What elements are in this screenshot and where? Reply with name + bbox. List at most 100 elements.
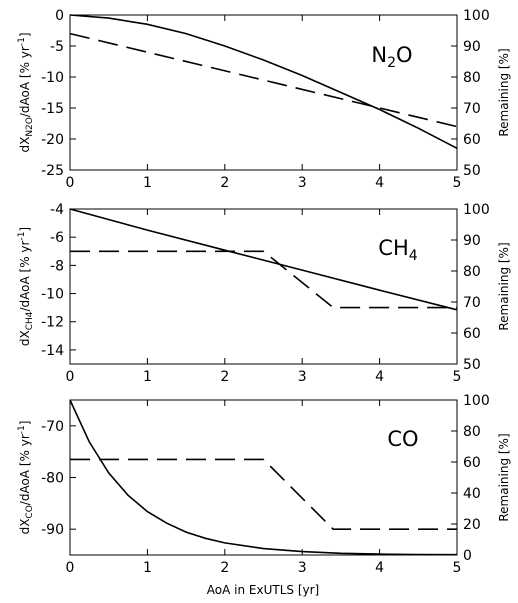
- species-main: CH: [378, 236, 408, 260]
- ylabel-end: ]: [18, 32, 32, 37]
- y-ticks-left: -4 -6 -8 -10 -12 -14: [41, 202, 76, 359]
- species-sub: 2: [387, 55, 396, 71]
- y-ticks-right: 100 90 80 70 60 50: [451, 8, 490, 179]
- ylabel-sub: CO: [25, 505, 35, 518]
- y-axis-label-right: Remaining [%]: [497, 242, 511, 330]
- species-label: CH4: [378, 236, 417, 264]
- y-axis-label-left: dXCO/dAoA [% yr-1]: [17, 421, 35, 535]
- y-tick-label-right: 20: [463, 517, 481, 533]
- ylabel-pre: dX: [18, 519, 32, 535]
- y-tick-label-left: -80: [41, 471, 64, 487]
- species-main: CO: [387, 427, 418, 451]
- series-line-dashed: [69, 32, 458, 128]
- plot-frame: [69, 399, 458, 556]
- y-tick-label-right: 100: [463, 393, 490, 409]
- x-tick-label: 4: [375, 175, 384, 191]
- ylabel-sub: CH4: [25, 311, 35, 330]
- y-tick-label-left: -4: [50, 202, 64, 218]
- x-tick-label: 3: [298, 369, 307, 385]
- y-tick-label-right: 60: [463, 455, 481, 471]
- x-tick-label: 4: [375, 369, 384, 385]
- x-ticks: 0 1 2 3 4 5: [66, 209, 462, 385]
- plot-frame: [69, 208, 458, 365]
- y-tick-label-right: 70: [463, 295, 481, 311]
- ylabel-sup: -1: [17, 232, 27, 241]
- y-tick-label-right: 100: [463, 8, 490, 24]
- y-tick-label-left: -10: [41, 70, 64, 86]
- y-tick-label-left: -25: [41, 163, 64, 179]
- ylabel-end: ]: [18, 421, 32, 426]
- species-label: N2O: [371, 43, 412, 71]
- y-tick-label-left: 0: [55, 8, 64, 24]
- y-axis-label-right: Remaining [%]: [497, 433, 511, 521]
- y-tick-label-right: 90: [463, 233, 481, 249]
- x-tick-label: 5: [453, 369, 462, 385]
- series-line-solid: [69, 208, 458, 311]
- ylabel-post: /dAoA [% yr: [18, 434, 32, 505]
- y-ticks-right: 100 80 60 40 20 0: [451, 393, 490, 564]
- y-tick-label-left: -10: [41, 287, 64, 303]
- ylabel-pre: dX: [18, 330, 32, 346]
- x-ticks: 0 1 2 3 4 5: [66, 400, 462, 576]
- ylabel-post: /dAoA [% yr: [18, 46, 32, 117]
- x-tick-label: 0: [66, 369, 75, 385]
- y-tick-label-left: -6: [50, 230, 64, 246]
- x-axis-label: AoA in ExUTLS [yr]: [207, 583, 319, 597]
- series-line-dashed: [70, 250, 457, 309]
- y-tick-label-right: 80: [463, 424, 481, 440]
- y-tick-label-right: 60: [463, 326, 481, 342]
- series-line-solid: [69, 14, 458, 150]
- x-tick-label: 2: [220, 369, 229, 385]
- species-sub: 4: [409, 248, 418, 264]
- y-axis-label-left: dXCH4/dAoA [% yr-1]: [17, 227, 35, 346]
- y-tick-label-left: -14: [41, 343, 64, 359]
- species-label: CO: [387, 427, 418, 451]
- y-tick-label-left: -5: [50, 39, 64, 55]
- y-tick-label-right: 50: [463, 357, 481, 373]
- x-tick-label: 0: [66, 560, 75, 576]
- ylabel-post: /dAoA [% yr: [18, 240, 32, 311]
- species-main: N: [371, 43, 387, 67]
- y-tick-label-left: -20: [41, 132, 64, 148]
- x-tick-label: 1: [143, 560, 152, 576]
- x-tick-label: 5: [453, 560, 462, 576]
- x-tick-label: 4: [375, 560, 384, 576]
- y-ticks-left: -70 -80 -90: [41, 419, 76, 538]
- plot-frame: [69, 14, 458, 171]
- ylabel-end: ]: [18, 227, 32, 232]
- y-axis-label-right: Remaining [%]: [497, 48, 511, 136]
- y-tick-label-right: 80: [463, 264, 481, 280]
- y-tick-label-left: -8: [50, 258, 64, 274]
- series: [69, 14, 458, 150]
- y-tick-label-left: -12: [41, 315, 64, 331]
- series-line-dashed: [70, 458, 457, 531]
- y-tick-label-left: -70: [41, 419, 64, 435]
- x-tick-label: 5: [453, 175, 462, 191]
- series: [69, 399, 458, 556]
- x-ticks: 0 1 2 3 4 5: [66, 15, 462, 191]
- x-tick-label: 0: [66, 175, 75, 191]
- ylabel-sub: N2O: [25, 117, 35, 137]
- species-rest: O: [396, 43, 413, 67]
- ylabel-sup: -1: [17, 37, 27, 46]
- y-tick-label-right: 80: [463, 70, 481, 86]
- series: [69, 208, 458, 311]
- y-tick-label-right: 50: [463, 163, 481, 179]
- x-tick-label: 2: [220, 560, 229, 576]
- y-tick-label-right: 0: [463, 548, 472, 564]
- y-axis-label-left: dXN2O/dAoA [% yr-1]: [17, 32, 35, 152]
- x-tick-label: 3: [298, 175, 307, 191]
- y-tick-label-right: 40: [463, 486, 481, 502]
- x-tick-label: 1: [143, 369, 152, 385]
- y-ticks-right: 100 90 80 70 60 50: [451, 202, 490, 373]
- ylabel-pre: dX: [18, 137, 32, 153]
- ylabel-sup: -1: [17, 425, 27, 434]
- x-tick-label: 2: [220, 175, 229, 191]
- y-tick-label-right: 100: [463, 202, 490, 218]
- x-tick-label: 3: [298, 560, 307, 576]
- series-line-solid: [69, 399, 458, 556]
